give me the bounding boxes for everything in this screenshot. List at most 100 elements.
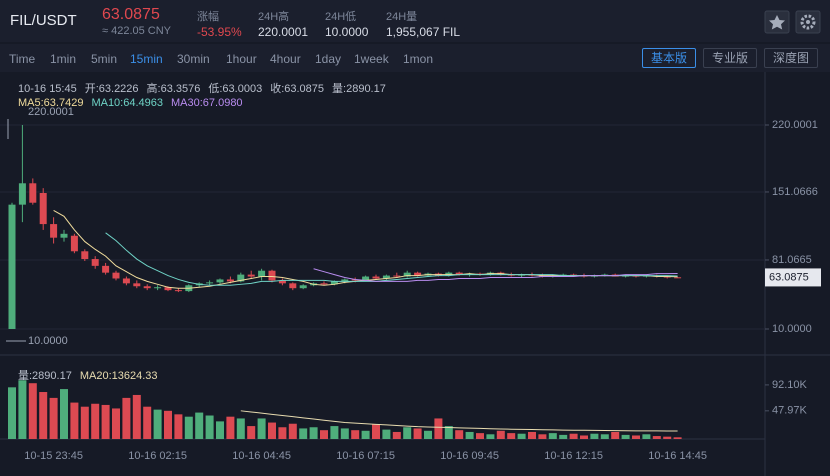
volume-bar [673, 437, 682, 439]
x-tick-label: 10-16 14:45 [648, 450, 707, 462]
info-text: MA20:13624.33 [80, 370, 158, 382]
last-price-label: 63.0875 [769, 271, 809, 283]
view-button[interactable]: 专业版 [703, 48, 757, 68]
candle-body [341, 279, 349, 282]
candle-body [112, 272, 120, 279]
volume-bar [236, 418, 245, 439]
interval[interactable]: 1week [354, 52, 389, 66]
candle-body [91, 259, 99, 266]
interval[interactable]: 1hour [226, 52, 257, 66]
candle-body [247, 274, 255, 277]
candle-body [268, 270, 276, 281]
volume-bar [309, 427, 318, 439]
y-tick-label: 81.0665 [772, 254, 812, 266]
volume-bar [60, 389, 68, 439]
high-label: 24H高 [258, 11, 290, 23]
volume-bar [278, 427, 287, 439]
volume-bar [424, 430, 432, 439]
info-text: 收:63.0875 [270, 81, 324, 95]
volume-bar [132, 394, 141, 439]
volume-bar [268, 422, 276, 439]
volume-bar [39, 392, 48, 439]
volume-bar [413, 428, 422, 439]
candle-body [133, 283, 141, 287]
candle-body [278, 280, 286, 284]
candle-body [39, 192, 47, 225]
volume-bar [507, 433, 516, 439]
candle-body [8, 204, 16, 329]
low: 10.0000 [325, 25, 369, 39]
candle-body [590, 275, 598, 277]
volume-bar [184, 416, 193, 439]
max-label: 220.0001 [28, 106, 74, 118]
volume-bar [600, 434, 609, 439]
toolbar: Time 1min 5min 15min 30min 1hour 4hour 1… [0, 44, 830, 72]
volume-bar [382, 429, 391, 439]
volume-bar [91, 403, 100, 439]
volume-bar [195, 412, 204, 439]
volume-bar [642, 434, 651, 439]
candle-body [320, 283, 328, 285]
interval[interactable]: 1min [50, 52, 77, 66]
candle-body [102, 265, 110, 273]
volume-bar [8, 387, 16, 439]
volume-bar [528, 431, 536, 439]
volume-bar [611, 431, 620, 439]
volume-bar [455, 430, 464, 439]
candle-body [29, 183, 37, 203]
x-tick-label: 10-16 07:15 [336, 450, 395, 462]
candle-body [18, 183, 26, 205]
candle-body [403, 272, 411, 277]
volume-bar [122, 397, 131, 439]
gear-icon [800, 14, 816, 30]
interval[interactable]: 1mon [403, 52, 434, 66]
x-tick-label: 10-15 23:45 [24, 450, 83, 462]
ma-line [105, 232, 678, 286]
info-text: 开:63.2226 [85, 83, 139, 95]
x-tick-label: 10-16 04:45 [232, 450, 291, 462]
info-text: 低:63.0003 [208, 82, 262, 95]
volume-bar [361, 430, 370, 439]
view-button[interactable]: 基本版 [642, 48, 696, 68]
chart: 10.0000 81.0665 151.0666 220.0001 220.0001 10… [0, 72, 830, 476]
volume-bar [621, 434, 630, 439]
candle-body [258, 270, 266, 277]
volume-bar [28, 383, 37, 439]
volume-bar [101, 404, 110, 439]
volume-bar [340, 428, 349, 439]
volume-bar [569, 433, 578, 439]
candle-body [382, 275, 390, 279]
interval[interactable]: 15min [130, 52, 163, 66]
interval[interactable]: 1day [315, 52, 342, 66]
volume-bar [205, 415, 214, 439]
legend-label: MA10:64.4963 [91, 97, 163, 109]
y-tick-label: 47.97K [772, 405, 808, 417]
y-tick-label: 220.0001 [772, 119, 818, 131]
volume-bar [80, 406, 89, 439]
x-tick-label: 10-16 12:15 [544, 450, 603, 462]
interval[interactable]: 4hour [270, 52, 301, 66]
candle-body [237, 274, 245, 282]
last-price-tag [765, 268, 821, 287]
volume-bar [403, 427, 412, 439]
volume-bar [372, 424, 380, 439]
y-tick-label: 10.0000 [772, 323, 812, 335]
volume-bar [496, 430, 505, 439]
gear-center [806, 20, 810, 24]
legend-label: MA5:63.7429 [18, 97, 83, 109]
interval[interactable]: 5min [91, 52, 118, 66]
ma-line [240, 410, 678, 432]
candle-body [174, 290, 182, 292]
candle-body [299, 285, 307, 289]
ma-line [313, 268, 678, 282]
volume-bar [288, 423, 297, 439]
volume-bar [257, 418, 266, 439]
info-text: 10-16 15:45 [18, 83, 77, 95]
interval[interactable]: 30min [177, 52, 210, 66]
volume-bar [49, 397, 58, 439]
interval[interactable]: Time [9, 52, 36, 66]
y-tick-label: 92.10K [772, 379, 808, 391]
volume-bar [164, 410, 172, 439]
view-button[interactable]: 深度图 [764, 48, 818, 68]
